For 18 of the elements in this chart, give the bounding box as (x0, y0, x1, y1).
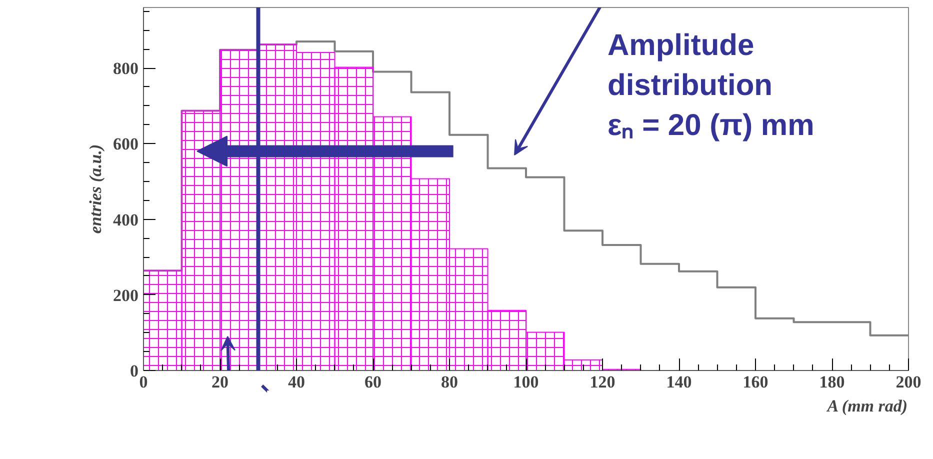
x-tick-label: 80 (441, 372, 458, 392)
x-tick-label: 180 (819, 372, 845, 392)
x-tick-label: 120 (590, 372, 616, 392)
annotation: Amplitude (608, 29, 754, 62)
annotation: distribution (608, 69, 772, 102)
x-tick-label: 140 (666, 372, 692, 392)
y-tick-label: 400 (113, 210, 138, 230)
annotation: εₙ = 20 (π) mm (608, 109, 814, 142)
x-tick-label: 20 (212, 372, 228, 392)
x-tick-label: 200 (896, 372, 922, 392)
y-tick-label: 800 (113, 59, 138, 78)
y-axis-title: entries (a.u.) (86, 144, 105, 234)
y-tick-label: 200 (113, 286, 138, 305)
x-axis-title: A (mm rad) (826, 396, 908, 416)
x-tick-label: 160 (742, 372, 768, 392)
x-tick-label: 60 (364, 372, 382, 392)
y-tick-label: 600 (113, 134, 138, 154)
x-tick-label: 100 (513, 372, 539, 392)
